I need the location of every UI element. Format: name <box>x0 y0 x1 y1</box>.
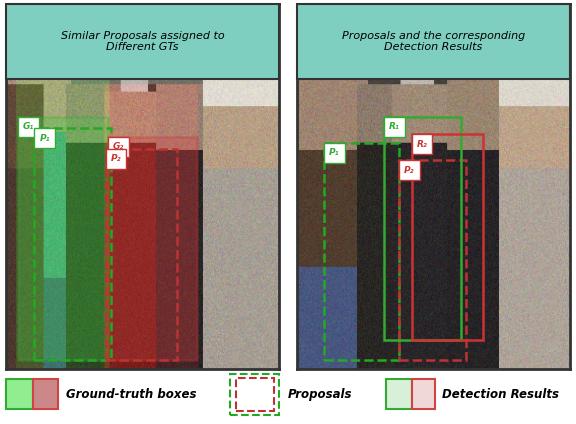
Bar <box>105 148 177 360</box>
Bar <box>411 134 432 154</box>
Bar <box>412 379 435 409</box>
Bar <box>6 4 279 79</box>
Bar <box>108 137 197 360</box>
Bar <box>399 160 420 180</box>
Bar <box>324 143 344 163</box>
Bar <box>33 379 58 409</box>
Bar <box>399 160 467 360</box>
Bar <box>411 134 483 340</box>
Bar <box>18 117 39 137</box>
Text: R₂: R₂ <box>416 139 427 148</box>
Text: G₁: G₁ <box>22 122 34 131</box>
Bar <box>6 4 279 79</box>
Bar <box>297 4 570 79</box>
Text: Ground-truth boxes: Ground-truth boxes <box>66 388 197 401</box>
Bar <box>6 379 33 409</box>
Bar <box>386 379 412 409</box>
Text: G₂: G₂ <box>113 142 124 151</box>
Bar <box>35 128 55 148</box>
Text: Detection Results: Detection Results <box>442 388 559 401</box>
Text: Similar Proposals assigned to
Different GTs: Similar Proposals assigned to Different … <box>60 31 225 53</box>
Bar <box>35 128 111 360</box>
Bar <box>230 374 279 415</box>
Bar <box>108 137 129 157</box>
Bar <box>105 148 126 169</box>
Text: Proposals and the corresponding
Detection Results: Proposals and the corresponding Detectio… <box>342 31 525 53</box>
Bar <box>236 378 274 411</box>
Bar <box>18 117 108 360</box>
Bar <box>324 143 399 360</box>
Bar <box>384 117 405 137</box>
Text: R₁: R₁ <box>389 122 400 131</box>
Bar <box>384 117 461 340</box>
Text: P₂: P₂ <box>111 154 121 163</box>
Text: P₂: P₂ <box>404 166 415 175</box>
Text: P₁: P₁ <box>39 134 50 143</box>
Text: Proposals: Proposals <box>288 388 353 401</box>
Bar <box>297 4 570 79</box>
Text: P₁: P₁ <box>329 148 340 157</box>
